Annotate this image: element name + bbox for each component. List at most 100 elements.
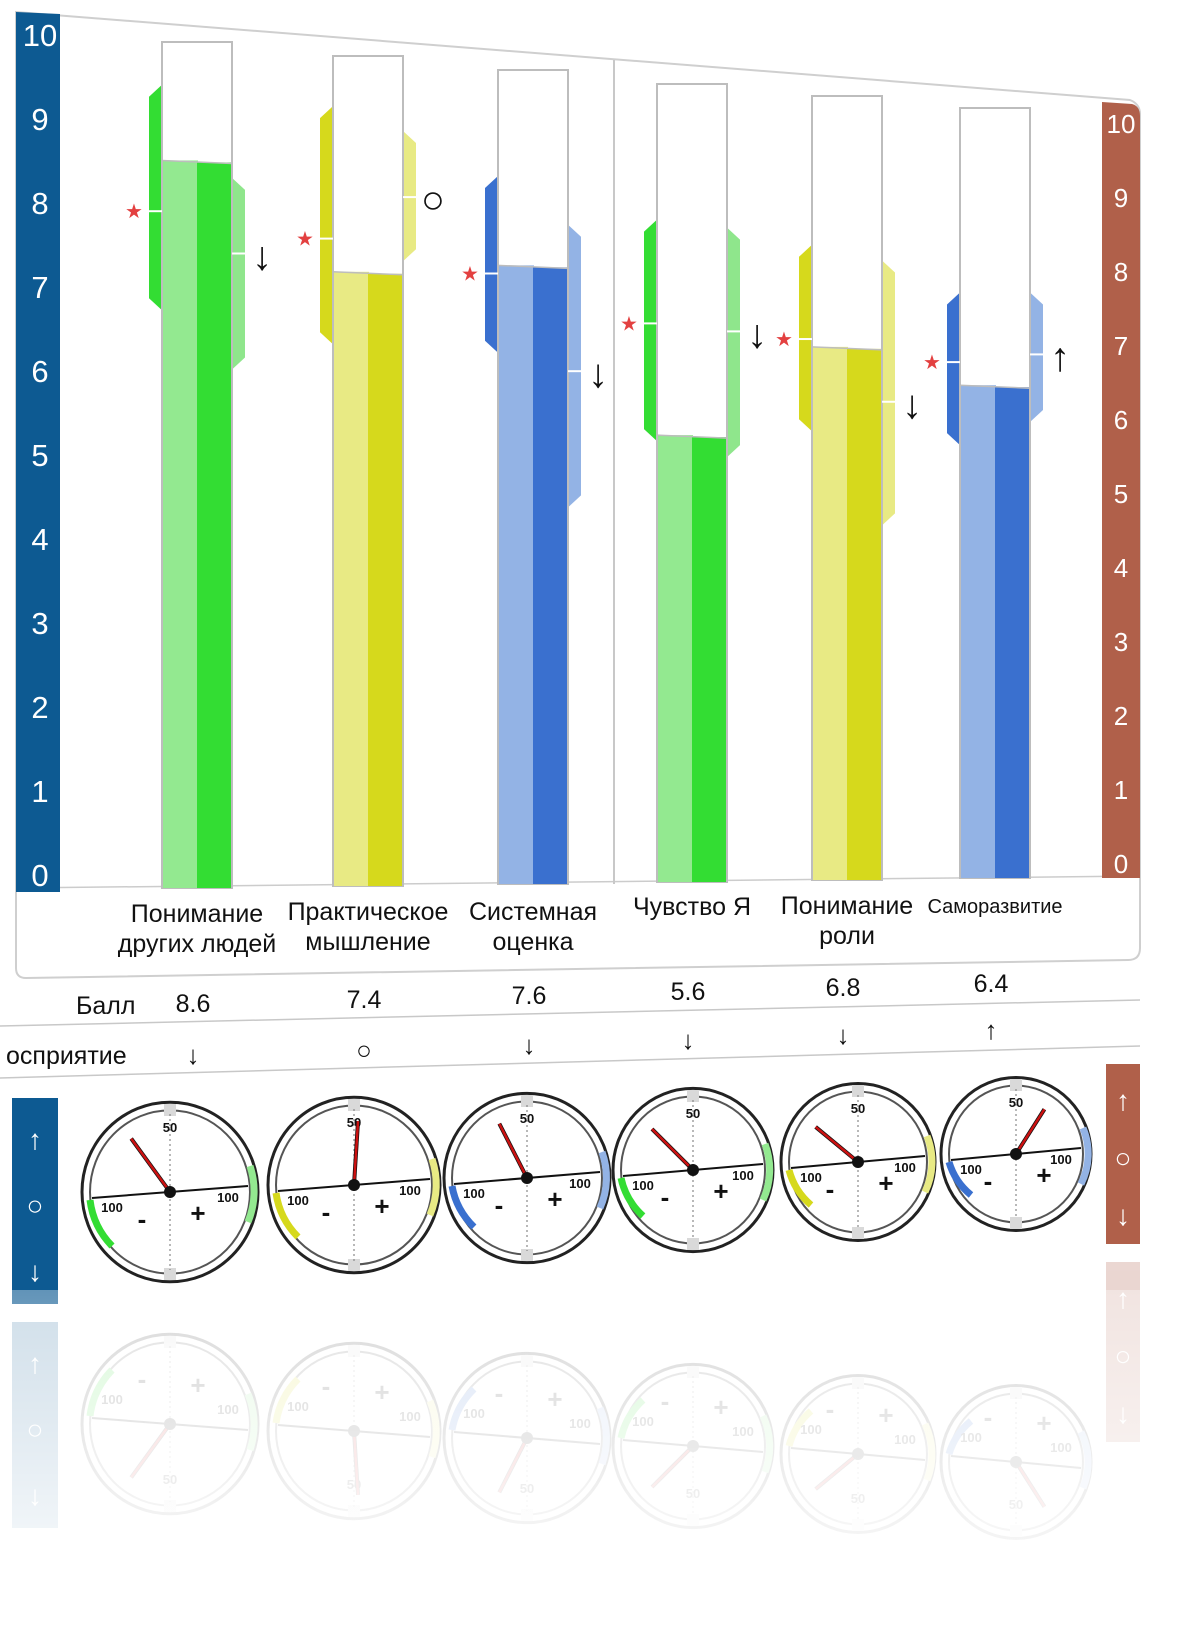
star-icon: ★ xyxy=(620,313,638,335)
bar-fill-dark xyxy=(197,162,231,888)
row-separator xyxy=(0,1045,1141,1079)
gauge-left-label: 100 xyxy=(800,1170,822,1185)
band-left xyxy=(149,84,162,311)
gauge-zone-left xyxy=(617,1177,646,1219)
right-axis-tick-label: 5 xyxy=(1114,479,1128,509)
star-icon: ★ xyxy=(923,352,941,374)
left-axis: 0 1 2 3 4 5 6 7 8 9 10 xyxy=(16,12,60,893)
bar-fill-top xyxy=(811,346,883,351)
gauge-right-label: 100 xyxy=(732,1168,754,1183)
left-legend-band xyxy=(12,1098,58,1304)
gauge-bottom-cap xyxy=(852,1227,864,1239)
band-left xyxy=(320,106,333,345)
gauge-bottom-cap xyxy=(348,1259,360,1271)
band-right xyxy=(232,177,245,370)
gauge-plus-label: + xyxy=(878,1168,893,1198)
arrow-down-icon: ↓ xyxy=(747,312,767,356)
star-icon: ★ xyxy=(461,264,479,286)
left-axis-tick-label: 2 xyxy=(31,690,48,725)
gauge-needle xyxy=(498,1123,529,1179)
reflection-fade xyxy=(0,1290,1200,1635)
category-label: Практическое xyxy=(288,898,449,926)
right-axis-tick-label: 10 xyxy=(1107,109,1136,139)
gauge-hub xyxy=(164,1186,176,1198)
right-axis-band xyxy=(1102,102,1140,878)
gauge-bottom-cap xyxy=(687,1238,699,1250)
category-label: Понимание xyxy=(131,900,263,928)
gauge-minus-label: - xyxy=(984,1166,993,1196)
arrow-down-icon: ↓ xyxy=(837,1020,850,1050)
gauge-bottom-cap xyxy=(164,1268,176,1280)
perception-row-label: осприятие xyxy=(6,1042,127,1070)
arrow-down-icon: ↓ xyxy=(682,1025,695,1055)
gauge-minus-label: - xyxy=(322,1197,331,1227)
arrow-down-icon: ↓ xyxy=(588,352,608,396)
bar-fill-dark xyxy=(533,267,567,884)
gauge-minus-label: - xyxy=(661,1182,670,1212)
band-left xyxy=(644,219,657,442)
bar-fill-light xyxy=(658,435,693,882)
right-axis-tick-label: 4 xyxy=(1114,553,1128,583)
category-label: Саморазвитие xyxy=(927,896,1062,918)
category-label: мышление xyxy=(305,928,430,956)
score-value: 5.6 xyxy=(671,978,706,1006)
gauge-zone-right xyxy=(1077,1126,1092,1186)
category-label: оценка xyxy=(492,928,573,956)
band-right xyxy=(568,224,581,508)
gauge-top-label: 50 xyxy=(520,1111,534,1126)
left-axis-tick-label: 7 xyxy=(31,270,48,305)
gauge-needle xyxy=(1014,1108,1046,1155)
right-axis-tick-label: 2 xyxy=(1114,701,1128,731)
arrow-up-icon: ↑ xyxy=(985,1015,998,1045)
bar-fill-dark xyxy=(995,387,1029,878)
gauge-hub xyxy=(1010,1148,1022,1160)
arrow-down-icon: ↓ xyxy=(523,1030,536,1060)
gauge-zone-right xyxy=(596,1150,610,1210)
right-axis-tick-label: 0 xyxy=(1114,849,1128,879)
gauge-hub xyxy=(687,1164,699,1176)
bar-fill-light xyxy=(499,265,534,884)
gauge-zone-right xyxy=(921,1134,936,1194)
row-separator xyxy=(0,999,1141,1027)
right-legend-band xyxy=(1106,1064,1140,1244)
score-value: 7.6 xyxy=(512,982,547,1010)
bar-fill-top xyxy=(959,384,1031,389)
arrow-down-icon: ↓ xyxy=(902,383,922,427)
score-value: 6.8 xyxy=(826,974,861,1002)
left-axis-tick-label: 3 xyxy=(31,606,48,641)
gauge-left-label: 100 xyxy=(632,1178,654,1193)
gauge-top-label: 50 xyxy=(686,1106,700,1121)
bar-group-4: ★ ↓ Чувство Я 5.6 ↓ xyxy=(620,83,767,1055)
gauge-plus-label: + xyxy=(1036,1160,1051,1190)
band-right xyxy=(882,260,895,526)
gauge-zone-right xyxy=(759,1142,774,1202)
gauge-top-cap xyxy=(687,1090,699,1102)
bar-fill-top xyxy=(497,264,569,270)
gauge-minus-label: - xyxy=(138,1204,147,1234)
bar-fill-light xyxy=(163,160,198,888)
right-axis-tick-label: 3 xyxy=(1114,627,1128,657)
right-axis-tick-label: 7 xyxy=(1114,331,1128,361)
left-axis-tick-label: 9 xyxy=(31,102,48,137)
gauge-plus-label: + xyxy=(374,1191,389,1221)
bar-group-6: ★ ↑ Саморазвитие 6.4 ↑ xyxy=(923,107,1070,1045)
category-label: Понимание xyxy=(781,892,913,920)
left-axis-band xyxy=(16,12,60,892)
band-left xyxy=(485,175,498,353)
left-axis-tick-label: 4 xyxy=(31,522,48,557)
arrow-down-icon: ↓ xyxy=(1116,1200,1130,1231)
gauge-zone-left xyxy=(945,1160,974,1198)
arrow-up-icon: ↑ xyxy=(1050,335,1070,379)
gauge-plus-label: + xyxy=(547,1184,562,1214)
arrow-down-icon: ↓ xyxy=(187,1040,200,1070)
circle-icon: ○ xyxy=(1115,1143,1132,1174)
bar-fill-light xyxy=(813,346,848,880)
gauge-plus-label: + xyxy=(190,1198,205,1228)
star-icon: ★ xyxy=(775,329,793,351)
